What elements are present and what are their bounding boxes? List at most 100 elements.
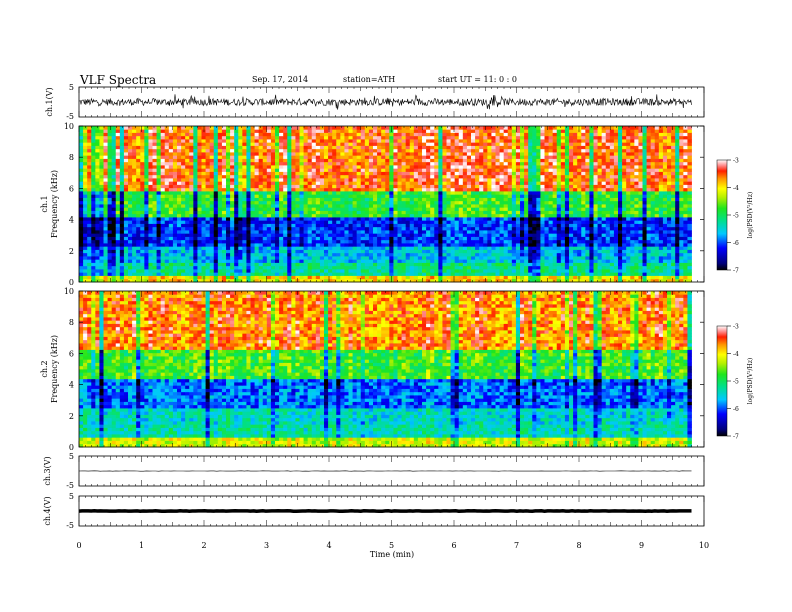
spectrogram-cell xyxy=(630,249,635,254)
spectrogram-cell xyxy=(262,249,268,254)
spectrogram-cell xyxy=(319,226,325,231)
spectrogram-cell xyxy=(605,259,611,263)
spectrogram-cell xyxy=(618,265,623,270)
spectrogram-cell xyxy=(507,204,513,208)
spectrogram-cell xyxy=(548,275,554,280)
spectrogram-cell xyxy=(671,278,676,283)
spectrogram-cell xyxy=(581,249,586,254)
spectrogram-cell xyxy=(528,230,533,234)
spectrogram-cell xyxy=(319,272,325,276)
spectrogram-cell xyxy=(585,217,590,221)
spectrogram-cell xyxy=(79,246,84,250)
spectrogram-cell xyxy=(589,197,594,202)
spectrogram-cell xyxy=(299,233,304,237)
spectrogram-cell xyxy=(613,262,619,267)
spectrogram-cell xyxy=(532,184,537,189)
spectrogram-cell xyxy=(483,210,488,215)
spectrogram-cell xyxy=(136,265,141,270)
spectrogram-cell xyxy=(156,210,162,215)
spectrogram-cell xyxy=(270,197,276,202)
spectrogram-cell xyxy=(348,262,353,267)
spectrogram-cell xyxy=(336,259,341,263)
spectrogram-cell xyxy=(221,272,227,276)
spectrogram-cell xyxy=(336,223,341,228)
spectrogram-cell xyxy=(454,194,460,198)
spectrogram-cell xyxy=(601,174,607,179)
spectrogram-cell xyxy=(99,200,104,205)
spectrogram-cell xyxy=(368,265,374,270)
spectrogram-cell xyxy=(450,194,456,198)
spectrogram-cell xyxy=(373,184,378,189)
spectrogram-cell xyxy=(160,174,166,179)
spectrogram-cell xyxy=(483,265,488,270)
spectrogram-cell xyxy=(209,278,215,283)
spectrogram-cell xyxy=(319,184,325,189)
spectrogram-cell xyxy=(683,197,688,202)
spectrogram-cell xyxy=(422,239,427,244)
spectrogram-cell xyxy=(675,239,680,244)
spectrogram-cell xyxy=(593,197,598,202)
spectrogram-cell xyxy=(189,191,194,195)
spectrogram-cell xyxy=(499,233,505,237)
spectrogram-cell xyxy=(319,269,325,273)
spectrogram-cell xyxy=(328,213,333,218)
spectrogram-cell xyxy=(168,194,174,198)
spectrogram-cell xyxy=(609,207,615,211)
spectrogram-cell xyxy=(128,207,133,211)
spectrogram-cell xyxy=(332,269,337,273)
spectrogram-cell xyxy=(234,207,239,211)
spectrogram-cell xyxy=(311,226,317,231)
spectrogram-cell xyxy=(409,226,415,231)
spectrogram-cell xyxy=(160,171,166,176)
spectrogram-cell xyxy=(434,200,439,205)
spectrogram-cell xyxy=(458,210,464,215)
spectrogram-cell xyxy=(646,278,652,283)
spectrogram-cell xyxy=(569,194,574,198)
spectrogram-cell xyxy=(552,239,558,244)
spectrogram-cell xyxy=(471,259,476,263)
spectrogram-cell xyxy=(491,187,496,192)
spectrogram-cell xyxy=(303,269,309,273)
spectrogram-cell xyxy=(189,207,194,211)
spectrogram-cell xyxy=(185,269,190,273)
spectrogram-cell xyxy=(577,178,582,182)
spectrogram-cell xyxy=(593,178,598,182)
spectrogram-cell xyxy=(495,187,500,192)
spectrogram-cell xyxy=(662,249,668,254)
spectrogram-cell xyxy=(597,249,603,254)
spectrogram-cell xyxy=(434,207,439,211)
spectrogram-cell xyxy=(532,272,537,276)
spectrogram-cell xyxy=(189,200,194,205)
spectrogram-cell xyxy=(132,187,137,192)
spectrogram-cell xyxy=(475,265,480,270)
spectrogram-cell xyxy=(364,272,370,276)
spectrogram-cell xyxy=(197,233,202,237)
spectrogram-cell xyxy=(466,265,472,270)
spectrogram-cell xyxy=(426,256,431,260)
spectrogram-cell xyxy=(434,230,439,234)
spectrogram-cell xyxy=(560,194,566,198)
spectrogram-cell xyxy=(552,243,558,247)
spectrogram-cell xyxy=(111,265,117,270)
spectrogram-cell xyxy=(311,236,317,241)
spectrogram-cell xyxy=(462,243,468,247)
spectrogram-cell xyxy=(103,174,108,179)
spectrogram-cell xyxy=(638,269,643,273)
spectrogram-cell xyxy=(91,220,96,224)
spectrogram-cell xyxy=(226,243,231,247)
spectrogram-cell xyxy=(413,184,419,189)
spectrogram-cell xyxy=(95,204,100,208)
spectrogram-cell xyxy=(638,223,643,228)
spectrogram-cell xyxy=(123,252,129,257)
spectrogram-cell xyxy=(581,191,586,195)
spectrogram-cell xyxy=(103,269,108,273)
spectrogram-cell xyxy=(597,213,603,218)
spectrogram-cell xyxy=(111,269,117,273)
spectrogram-cell xyxy=(299,220,304,224)
spectrogram-cell xyxy=(262,246,268,250)
spectrogram-cell xyxy=(352,187,358,192)
spectrogram-cell xyxy=(422,262,427,267)
spectrogram-cell xyxy=(569,197,574,202)
spectrogram-cell xyxy=(662,278,668,283)
spectrogram-cell xyxy=(577,210,582,215)
